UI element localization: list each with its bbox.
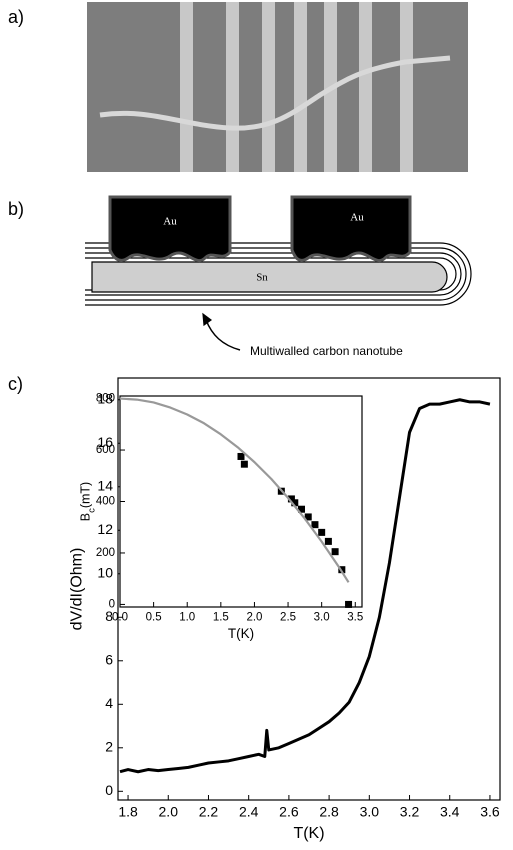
nanotube-diagram xyxy=(85,195,472,351)
x-tick-label: 3.2 xyxy=(400,803,420,819)
y-axis-label-sub: c xyxy=(87,508,98,513)
y-axis-label: Bc(mT) xyxy=(79,482,98,521)
x-tick-label: 2.2 xyxy=(199,803,219,819)
x-tick-label: 2.8 xyxy=(319,803,339,819)
x-tick-label: 3.0 xyxy=(360,803,380,819)
data-point xyxy=(240,460,248,468)
y-tick-label: 600 xyxy=(96,444,115,456)
data-point xyxy=(237,452,245,460)
x-tick-label: 0.5 xyxy=(146,611,162,623)
y-tick-label: 0 xyxy=(105,782,113,798)
annotation: Multiwalled carbon nanotube xyxy=(250,344,403,358)
y-tick-label: 10 xyxy=(97,564,113,580)
x-tick-label: 1.0 xyxy=(179,611,195,623)
y-tick-label: 4 xyxy=(105,695,113,711)
data-point xyxy=(345,600,353,608)
panel-label: b) xyxy=(8,199,24,219)
y-tick-label: 0 xyxy=(109,598,115,610)
x-tick-label: 0.0 xyxy=(112,611,128,623)
x-tick-label: 2.5 xyxy=(280,611,296,623)
data-point xyxy=(324,537,332,545)
data-point xyxy=(287,495,295,503)
data-point xyxy=(311,521,319,529)
y-tick-label: 18 xyxy=(97,390,113,406)
x-tick-label: 3.6 xyxy=(480,803,500,819)
panel-label: c) xyxy=(8,374,23,394)
data-line xyxy=(119,397,350,583)
au-label: Au xyxy=(163,216,177,228)
y-axis-label: dV/dI(Ohm) xyxy=(69,548,86,631)
x-tick-label: 3.5 xyxy=(347,611,363,623)
y-tick-label: 16 xyxy=(97,434,113,450)
sem-image xyxy=(87,2,468,172)
x-tick-label: 1.8 xyxy=(118,803,138,819)
x-axis-label: T(K) xyxy=(228,626,254,641)
x-tick-label: 2.4 xyxy=(239,803,259,819)
y-tick-label: 800 xyxy=(96,393,115,405)
y-tick-label: 14 xyxy=(97,477,113,493)
au-label: Au xyxy=(350,212,364,224)
data-point xyxy=(291,499,299,507)
data-point xyxy=(318,528,326,536)
data-point xyxy=(304,513,312,521)
x-axis-label: T(K) xyxy=(293,825,324,842)
plot-frame xyxy=(119,395,363,608)
x-tick-label: 1.5 xyxy=(213,611,229,623)
sn-label: Sn xyxy=(256,272,268,284)
y-tick-label: 200 xyxy=(96,547,115,559)
data-line xyxy=(119,398,491,774)
x-tick-label: 3.4 xyxy=(440,803,460,819)
data-point xyxy=(298,505,305,513)
x-tick-label: 3.0 xyxy=(314,611,330,623)
y-tick-label: 2 xyxy=(105,738,113,754)
y-tick-label: 6 xyxy=(105,651,113,667)
data-point xyxy=(331,548,339,556)
x-tick-label: 2.0 xyxy=(246,611,262,623)
x-tick-label: 2.0 xyxy=(159,803,179,819)
y-tick-label: 400 xyxy=(96,496,115,508)
panel-label: a) xyxy=(8,7,24,27)
y-tick-label: 12 xyxy=(97,521,113,537)
y-axis-label-part: B xyxy=(79,513,93,521)
y-tick-label: 8 xyxy=(105,608,113,624)
x-tick-label: 2.6 xyxy=(279,803,299,819)
y-axis-label-part: (mT) xyxy=(79,482,93,508)
